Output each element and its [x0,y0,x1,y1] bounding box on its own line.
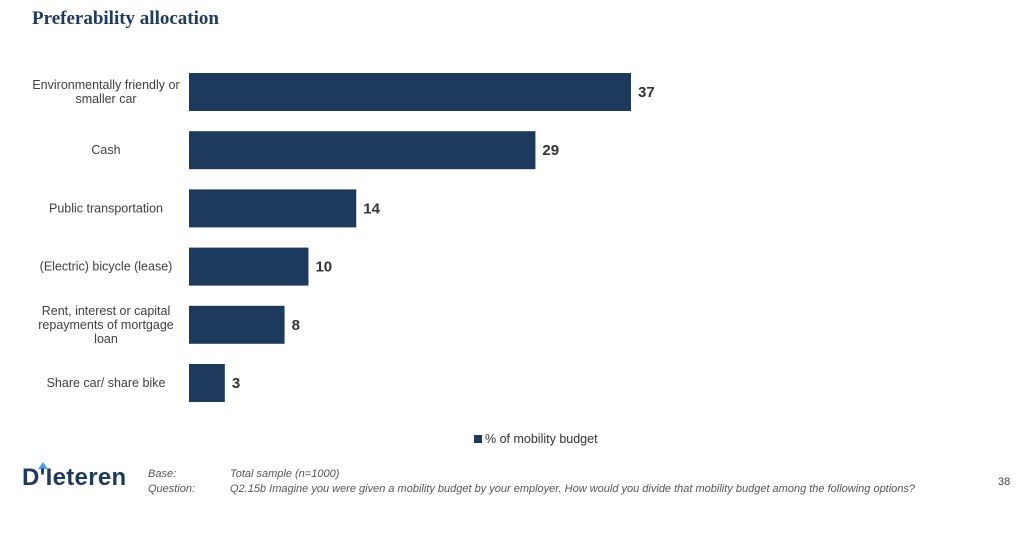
category-label: Share car/ share bike [47,376,166,390]
data-label: 10 [315,259,332,276]
data-label: 14 [363,200,380,217]
category-label: (Electric) bicycle (lease) [40,260,173,274]
category-label: Cash [91,143,120,157]
bar [189,305,285,344]
bar [189,247,309,286]
bar-chart: 37 Environmentally friendly or smaller car… [32,73,655,402]
category-label: Public transportation [49,201,163,215]
bar [189,73,631,111]
bar [189,364,225,402]
page-number: 38 [998,476,1011,488]
data-label: 37 [638,84,655,101]
data-label: 3 [232,375,240,392]
legend-swatch [474,435,482,443]
base-value: Total sample (n=1000) [230,468,340,480]
data-label: 29 [542,142,559,159]
legend: % of mobility budget [474,432,598,446]
company-logo: D'Ieteren [22,464,127,491]
question-value: Q2.15b Imagine you were given a mobility… [230,483,916,495]
legend-label: % of mobility budget [485,432,598,446]
footer: D'Ieteren Base: Total sample (n=1000) Qu… [0,462,1024,502]
base-key: Base: [148,468,177,480]
logo-accent-icon [38,462,48,469]
data-label: 8 [292,317,300,334]
page-title: Preferability allocation [32,8,219,29]
category-label: Rent, interest or capital repayments of m… [38,304,174,346]
bar [189,189,357,228]
question-key: Question: [148,483,196,495]
category-label: Environmentally friendly or smaller car [32,78,179,106]
bar [189,131,536,170]
